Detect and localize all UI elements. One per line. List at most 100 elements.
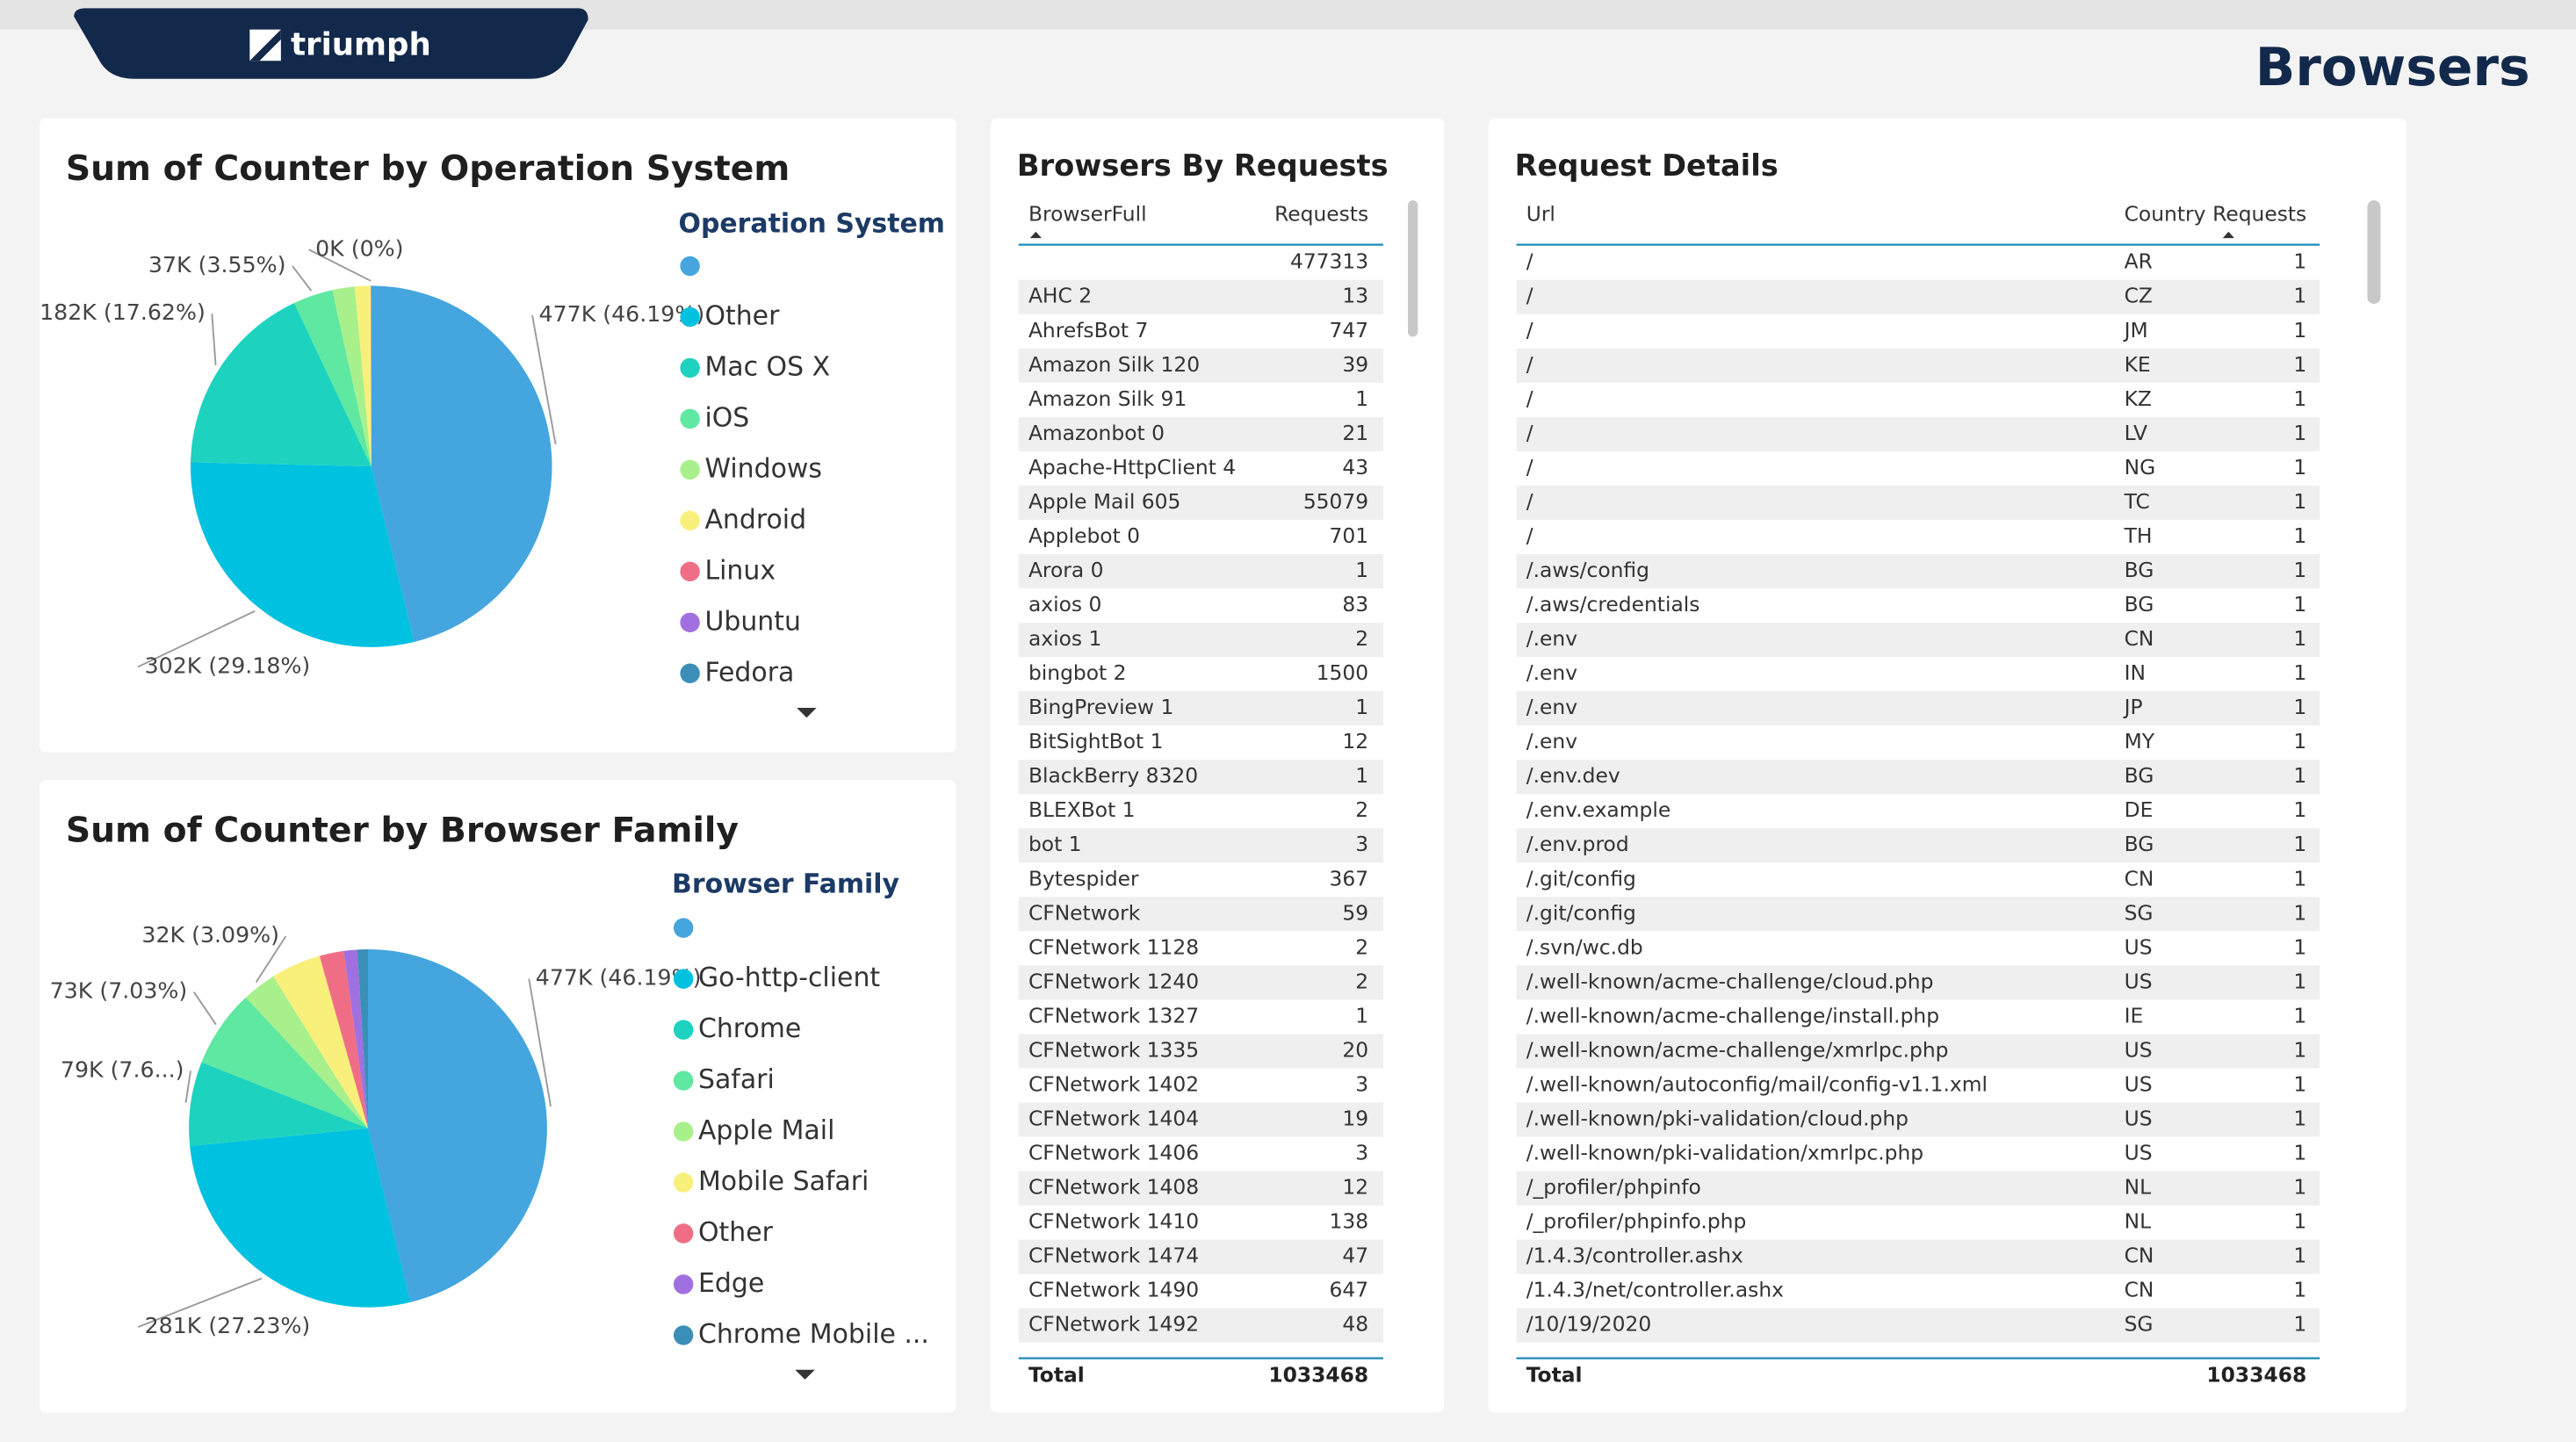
leader-line	[137, 1277, 263, 1328]
data-label: 37K (3.55%)	[148, 252, 286, 278]
table-cell: 1	[2293, 1106, 2306, 1130]
table-cell: 2	[1355, 626, 1368, 651]
pie-slice	[332, 286, 372, 467]
table-cell: /	[1526, 455, 1533, 479]
table-cell: 3	[1355, 832, 1368, 856]
table-cell: IE	[2125, 1003, 2144, 1027]
pie-slice	[371, 285, 552, 642]
row-band	[1018, 1308, 1383, 1343]
row-band	[1516, 897, 2320, 932]
legend-dot	[673, 1121, 694, 1142]
table-cell: 367	[1330, 866, 1369, 890]
table-cell: CZ	[2125, 284, 2153, 308]
row-band	[1018, 1239, 1383, 1274]
legend-dot	[680, 663, 700, 683]
row-band	[1516, 623, 2320, 658]
table-cell: BLEXBot 1	[1028, 797, 1136, 822]
leader-line	[184, 1071, 191, 1103]
table-cell: US	[2125, 934, 2153, 959]
pie-slice	[245, 976, 368, 1128]
table-cell: /	[1526, 318, 1533, 342]
legend-label: Ubuntu	[704, 606, 800, 637]
table-cell: /1.4.3/net/controller.ashx	[1526, 1278, 1784, 1302]
sort-arrow[interactable]	[2222, 231, 2234, 239]
data-label: 73K (7.03%)	[50, 978, 188, 1004]
table-cell: /_profiler/phpinfo	[1526, 1175, 1701, 1200]
legend-dot	[673, 1172, 694, 1193]
table-cell: Amazonbot 0	[1028, 421, 1165, 445]
legend-dot	[673, 1223, 694, 1244]
row-band	[1516, 691, 2320, 726]
logo-tab	[74, 8, 588, 79]
row-band	[1018, 279, 1383, 314]
table-cell: AhrefsBot 7	[1028, 318, 1148, 342]
table-cell: CFNetwork 1240	[1028, 969, 1199, 993]
table-cell: /.env	[1526, 660, 1577, 685]
table-cell: 48	[1342, 1312, 1368, 1337]
table-cell: 1	[2293, 934, 2306, 959]
data-label: 477K (46.19%)	[539, 301, 705, 327]
leader-line	[308, 249, 372, 282]
table-cell: 1	[2293, 421, 2306, 445]
table-cell: 1	[2293, 249, 2306, 274]
table-cell: 1	[2293, 1209, 2306, 1234]
table-cell: CFNetwork 1492	[1028, 1312, 1199, 1337]
table-cell: AHC 2	[1028, 284, 1092, 308]
table-cell: 59	[1342, 900, 1368, 925]
leader-line	[528, 978, 552, 1107]
table-cell: 1	[2293, 866, 2306, 890]
leader-line	[255, 935, 287, 984]
table-cell: 1	[2293, 352, 2306, 377]
table-cell: 1	[2293, 1278, 2306, 1302]
legend-more[interactable]	[795, 1369, 815, 1380]
table-cell: 1	[2293, 1244, 2306, 1268]
legend-dot	[680, 408, 700, 429]
total-label: Total	[1028, 1363, 1085, 1388]
sort-arrow[interactable]	[1029, 231, 1042, 239]
table-cell: /.well-known/acme-challenge/cloud.php	[1526, 969, 1934, 993]
table-cell: 20	[1342, 1037, 1368, 1062]
table-cell: Apache-HttpClient 4	[1028, 455, 1236, 479]
table-cell: AR	[2125, 249, 2153, 274]
table-cell: 647	[1330, 1278, 1369, 1302]
row-band	[1018, 828, 1383, 863]
pie-slice	[190, 462, 415, 647]
legend-more[interactable]	[797, 708, 817, 718]
legend-dot	[680, 612, 700, 633]
table-cell: CFNetwork 1474	[1028, 1244, 1199, 1268]
table-cell: /.git/config	[1526, 866, 1636, 890]
table-cell: /.git/config	[1526, 900, 1636, 925]
table-cell: 1	[1355, 1003, 1368, 1027]
row-band	[1516, 760, 2320, 795]
table-cell: DE	[2125, 797, 2154, 822]
legend-dot	[673, 1274, 694, 1294]
logo-text: triumph	[291, 26, 431, 62]
table-cell: CFNetwork 1406	[1028, 1141, 1199, 1165]
table-cell: 477313	[1290, 249, 1368, 274]
total-label: Total	[1526, 1363, 1583, 1388]
table-cell: 1	[2293, 558, 2306, 582]
data-label: 182K (17.62%)	[40, 299, 206, 325]
table-cell: /	[1526, 523, 1533, 548]
row-band	[1018, 348, 1383, 383]
table-cell: US	[2125, 1106, 2153, 1130]
legend-label: Windows	[704, 453, 822, 484]
table-cell: 747	[1330, 318, 1369, 342]
row-band	[1516, 1034, 2320, 1069]
table-cell: /	[1526, 284, 1533, 308]
pie-slice	[273, 955, 368, 1128]
legend-title: Operation System	[679, 209, 945, 240]
total-value: 1033468	[1268, 1363, 1368, 1388]
table-cell: /.well-known/pki-validation/cloud.php	[1526, 1106, 1909, 1130]
table-cell: 2	[1355, 797, 1368, 822]
scrollbar[interactable]	[1408, 200, 1418, 337]
table-cell: BG	[2125, 558, 2154, 582]
scrollbar[interactable]	[2367, 200, 2381, 304]
legend-label: Go-http-client	[698, 963, 880, 993]
data-label: 281K (27.23%)	[145, 1313, 311, 1338]
legend-dot	[673, 918, 694, 938]
table-cell: JM	[2123, 318, 2148, 342]
table-cell: 47	[1342, 1244, 1368, 1268]
table-cell: NG	[2125, 455, 2156, 479]
